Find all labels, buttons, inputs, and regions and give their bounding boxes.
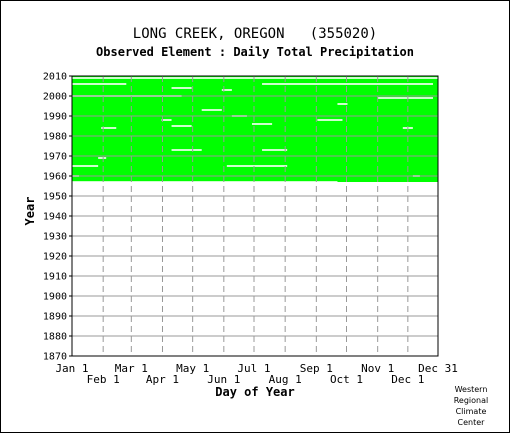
y-tick-label: 2010 bbox=[43, 72, 67, 83]
credit-line: Center bbox=[457, 418, 485, 427]
x-tick-label-top: Jan 1 bbox=[55, 362, 88, 375]
x-tick-label-bottom: Oct 1 bbox=[330, 373, 363, 386]
x-tick-label-top: Nov 1 bbox=[361, 362, 394, 375]
missing-data-segment bbox=[262, 149, 288, 151]
x-tick-label-bottom: Apr 1 bbox=[146, 373, 179, 386]
missing-data-segment bbox=[221, 89, 232, 91]
grid-layer bbox=[71, 75, 439, 357]
x-tick-label-top: Sep 1 bbox=[300, 362, 333, 375]
missing-data-segment bbox=[262, 83, 433, 85]
y-tick-label: 1890 bbox=[43, 312, 67, 323]
x-axis-title: Day of Year bbox=[215, 385, 294, 399]
missing-data-segment bbox=[98, 157, 107, 159]
y-tick-label: 1920 bbox=[43, 252, 67, 263]
y-tick-label: 2000 bbox=[43, 92, 67, 103]
missing-data-segment bbox=[226, 165, 288, 167]
missing-data-segment bbox=[101, 127, 117, 129]
data-coverage-block bbox=[72, 76, 438, 182]
credit-line: Regional bbox=[453, 396, 489, 405]
credit-line: Climate bbox=[455, 407, 487, 416]
missing-data-segment bbox=[72, 83, 127, 85]
y-tick-label: 1930 bbox=[43, 232, 67, 243]
missing-data-segment bbox=[72, 181, 338, 183]
y-tick-label: 1970 bbox=[43, 152, 67, 163]
missing-data-segment bbox=[317, 119, 343, 121]
missing-data-segment bbox=[161, 119, 172, 121]
x-tick-label-top: Mar 1 bbox=[115, 362, 148, 375]
x-tick-label-bottom: Aug 1 bbox=[269, 373, 302, 386]
y-tick-label: 1940 bbox=[43, 212, 67, 223]
credit-line: Western bbox=[454, 385, 488, 394]
missing-data-segment bbox=[201, 109, 222, 111]
missing-data-segment bbox=[171, 149, 202, 151]
y-tick-label: 1980 bbox=[43, 132, 67, 143]
x-tick-label-bottom: Dec 1 bbox=[391, 373, 424, 386]
y-tick-label: 1880 bbox=[43, 332, 67, 343]
x-tick-label-bottom: Feb 1 bbox=[87, 373, 120, 386]
x-tick-label-top: Jul 1 bbox=[237, 362, 270, 375]
missing-data-segment bbox=[337, 103, 348, 105]
axis-layer bbox=[69, 75, 439, 357]
y-tick-label: 1990 bbox=[43, 112, 67, 123]
y-tick-label: 1900 bbox=[43, 292, 67, 303]
label-layer: 1870 1880 1890 1900 1910 1920 1930 1940 1950 1960… bbox=[23, 72, 458, 400]
y-tick-label: 1870 bbox=[43, 352, 67, 363]
credit-block: Western Regional Climate Center bbox=[441, 384, 501, 428]
chart-title: LONG CREEK, OREGON (355020) bbox=[132, 26, 378, 42]
y-tick-label: 1950 bbox=[43, 192, 67, 203]
missing-data-segment bbox=[171, 87, 192, 89]
chart-subtitle: Observed Element : Daily Total Precipita… bbox=[96, 45, 414, 59]
missing-data-segment bbox=[171, 125, 192, 127]
data-layer bbox=[72, 76, 438, 183]
x-tick-label-bottom: Jun 1 bbox=[207, 373, 240, 386]
missing-data-segment bbox=[72, 77, 438, 79]
y-tick-label: 1960 bbox=[43, 172, 67, 183]
missing-data-segment bbox=[251, 123, 273, 125]
y-tick-label: 1910 bbox=[43, 272, 67, 283]
missing-data-segment bbox=[377, 97, 433, 99]
x-tick-label-top: May 1 bbox=[176, 362, 209, 375]
missing-data-segment bbox=[72, 165, 99, 167]
y-axis-title: Year bbox=[23, 197, 37, 226]
x-tick-label-top: Dec 31 bbox=[418, 362, 458, 375]
